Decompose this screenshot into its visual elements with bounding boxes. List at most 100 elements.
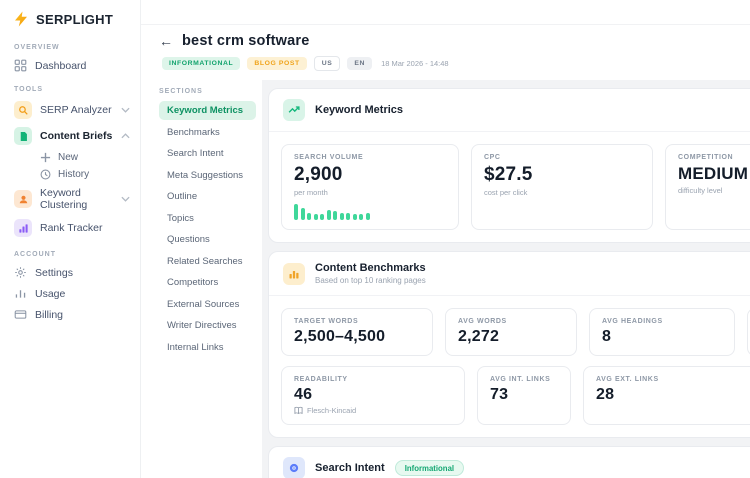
readability-card: READABILITY 46 Flesch-Kincaid [281,366,465,425]
search-volume-sparkline [294,203,446,220]
benchmark-bars-icon [283,262,305,285]
intent-badge: INFORMATIONAL [162,57,241,70]
trending-up-icon [283,99,305,121]
metric-value: 2,900 [294,164,343,185]
metric-value: 73 [490,386,509,403]
metric-subtext: cost per click [484,188,528,197]
bolt-logo-icon [15,11,27,27]
metric-value: 28 [596,386,615,403]
badge-row: INFORMATIONAL BLOG POST US EN 18 Mar 202… [147,56,750,71]
target-icon [283,457,305,478]
sidebar-item-content-briefs[interactable]: Content Briefs [0,123,140,149]
target-words-card: TARGET WORDS 2,500–4,500 [281,308,433,356]
sidebar-subitem-history[interactable]: History [0,166,140,183]
main-area: ← best crm software INFORMATIONAL BLOG P… [141,0,750,478]
section-nav-related-searches[interactable]: Related Searches [167,255,243,267]
avg-ext-links-card: AVG EXT. LINKS 28 [583,366,750,425]
section-nav-questions[interactable]: Questions [167,234,210,245]
competition-card: COMPETITION MEDIUM difficulty level [665,144,750,230]
metric-subtext: Flesch-Kincaid [307,406,357,415]
content-benchmarks-card: Content Benchmarks Based on top 10 ranki… [268,251,750,438]
metric-value: $27.5 [484,164,533,185]
sidebar-item-label: Keyword Clustering [40,187,88,211]
sidebar-item-label: SERP Analyzer [40,104,112,116]
sidebar-item-label: Rank Tracker [40,222,103,234]
sidebar-item-label: Billing [35,308,64,321]
sidebar-item-keyword-clustering[interactable]: Keyword Clustering [0,183,140,215]
language-badge: EN [347,57,373,70]
metric-label: AVG HEADINGS [602,318,663,325]
content-type-badge: BLOG POST [247,57,307,70]
book-icon [294,406,303,415]
metric-label: AVG WORDS [458,318,507,325]
metric-value: 2,272 [458,328,500,345]
metric-label: SEARCH VOLUME [294,154,364,161]
section-nav-search-intent[interactable]: Search Intent [167,148,224,159]
section-nav-benchmarks[interactable]: Benchmarks [167,126,220,138]
sidebar-subitem-label: History [58,169,90,180]
sidebar-subitem-label: New [58,152,79,163]
sidebar: SERPLIGHT OVERVIEW Dashboard TOOLS SERP … [0,0,141,478]
sidebar-item-label: Settings [35,266,73,279]
metric-subtext: difficulty level [678,186,723,195]
sidebar-section-account: ACCOUNT [14,251,56,258]
chevron-down-icon [121,196,130,202]
metric-label: READABILITY [294,376,348,383]
metric-label: CPC [484,154,501,161]
sidebar-subitem-new[interactable]: New [0,149,140,166]
metric-value: 2,500–4,500 [294,328,386,345]
section-nav-competitors[interactable]: Competitors [167,277,219,288]
person-cluster-icon [14,190,32,208]
sidebar-item-billing[interactable]: Billing [0,304,140,325]
chevron-down-icon [121,107,130,113]
sections-nav: SECTIONS Keyword Metrics Benchmarks Sear… [141,80,262,478]
sidebar-item-settings[interactable]: Settings [0,262,140,283]
search-volume-card: SEARCH VOLUME 2,900 per month [281,144,459,230]
content-area: Keyword Metrics SEARCH VOLUME 2,900 per … [262,80,750,478]
metric-label: COMPETITION [678,154,734,161]
sidebar-item-usage[interactable]: Usage [0,283,140,304]
metric-label: AVG EXT. LINKS [596,376,659,383]
section-nav-writer-directives[interactable]: Writer Directives [167,320,237,331]
chevron-up-icon [121,133,130,139]
section-nav-external-sources[interactable]: External Sources [167,298,240,310]
brand-name: SERPLIGHT [36,11,114,27]
section-nav-outline[interactable]: Outline [167,191,198,202]
intent-type-badge: Informational [394,460,465,476]
cpc-card: CPC $27.5 cost per click [471,144,653,230]
sidebar-section-tools: TOOLS [14,86,43,93]
back-button[interactable]: ← [159,33,173,49]
sidebar-item-label: Dashboard [35,59,87,72]
metric-label: TARGET WORDS [294,318,359,325]
avg-int-links-card: AVG INT. LINKS 73 [477,366,571,425]
metric-value: 46 [294,386,313,403]
country-badge: US [313,56,341,71]
usage-bars-icon [15,290,26,298]
document-icon [14,127,32,145]
section-nav-topics[interactable]: Topics [167,212,194,224]
page-title: best crm software [182,33,310,49]
sections-nav-label: SECTIONS [159,88,203,95]
app-logo[interactable]: SERPLIGHT [0,10,140,34]
clock-icon [40,169,51,180]
sidebar-item-rank-tracker[interactable]: Rank Tracker [0,215,140,241]
section-nav-keyword-metrics[interactable]: Keyword Metrics [159,101,256,120]
card-title: Keyword Metrics [315,104,404,116]
sidebar-section-overview: OVERVIEW [14,44,60,51]
sidebar-item-dashboard[interactable]: Dashboard [0,55,140,76]
metric-label: AVG INT. LINKS [490,376,551,383]
gear-icon [15,267,26,278]
card-title: Search Intent [315,462,385,474]
avg-words-card: AVG WORDS 2,272 [445,308,577,356]
sidebar-item-label: Content Briefs [40,130,113,142]
section-nav-meta-suggestions[interactable]: Meta Suggestions [167,169,244,181]
dashboard-grid-icon [14,59,27,72]
card-title: Content Benchmarks [315,262,426,274]
metric-value: MEDIUM [678,164,749,183]
sidebar-item-serp-analyzer[interactable]: SERP Analyzer [0,97,140,123]
section-nav-internal-links[interactable]: Internal Links [167,341,224,353]
search-intent-card: Search Intent Informational Users search… [268,446,750,478]
sidebar-item-label: Usage [35,287,66,300]
top-strip [141,0,750,25]
